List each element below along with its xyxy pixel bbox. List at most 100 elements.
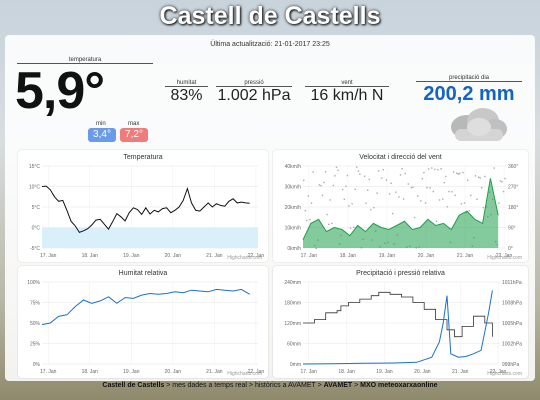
x-tick-label: 20. Jan <box>418 253 435 259</box>
credits[interactable]: Highcharts.com <box>227 255 262 261</box>
direction-point <box>424 202 427 204</box>
credits[interactable]: Highcharts.com <box>487 371 522 377</box>
direction-point <box>463 202 466 204</box>
y-right-tick-label: 1011hPa <box>502 280 522 286</box>
direction-point <box>395 191 397 193</box>
direction-point <box>426 186 428 189</box>
direction-point <box>381 177 383 179</box>
humidity-series <box>41 288 250 326</box>
y-right-tick-label: 270° <box>508 185 518 191</box>
direction-point <box>356 166 358 168</box>
y-right-tick-label: 180° <box>508 205 518 211</box>
direction-point <box>345 185 347 187</box>
min-label: min <box>96 121 106 127</box>
direction-point <box>456 172 458 175</box>
direction-point <box>321 194 324 197</box>
y-tick-label: 120mm <box>284 321 301 327</box>
direction-point <box>451 191 453 193</box>
y-tick-label: 0km/h <box>287 246 301 252</box>
direction-point <box>484 175 486 178</box>
direction-point <box>443 181 445 184</box>
precip-pressure-chart: Precipitació i pressió relativa 17. Jan 1… <box>273 266 528 378</box>
direction-point <box>493 167 495 169</box>
y-right-tick-label: 999hPa <box>502 362 519 368</box>
direction-point <box>410 186 413 189</box>
direction-point <box>429 187 431 189</box>
footer-link-station[interactable]: Castell de Castells <box>102 382 165 389</box>
direction-point <box>332 184 335 187</box>
direction-point <box>359 173 361 175</box>
temperature-plot: 17. Jan 18. Jan 19. Jan 20. Jan 21. Jan 22. J… <box>29 164 265 259</box>
credits[interactable]: Highcharts.com <box>227 371 262 377</box>
x-tick-label: 22. Jan <box>490 369 507 375</box>
x-tick-label: 17. Jan <box>40 253 57 259</box>
site-title: Castell de Castells <box>159 2 381 30</box>
x-tick-label: 18. Jan <box>340 253 357 259</box>
direction-point <box>402 198 405 200</box>
weather-panel: Última actualització: 21-01-2017 23:25 t… <box>5 35 535 381</box>
wind-label: vent <box>305 80 389 87</box>
x-tick-label: 20. Jan <box>165 253 182 259</box>
precipitation-label: precipitació dia <box>416 75 522 82</box>
direction-point <box>331 222 333 225</box>
direction-point <box>413 216 416 219</box>
direction-point <box>367 189 369 191</box>
y-tick-label: 100% <box>27 280 40 286</box>
y-tick-label: 60mm <box>287 342 301 348</box>
direction-point <box>318 184 321 186</box>
humidity-plot: 17. Jan 18. Jan 19. Jan 20. Jan 21. Jan 22. J… <box>27 280 264 375</box>
direction-point <box>446 206 449 208</box>
direction-point <box>342 188 344 191</box>
direction-point <box>434 168 436 171</box>
wind-speed-area <box>303 178 499 248</box>
x-tick-label: 19. Jan <box>123 253 140 259</box>
direction-point <box>452 171 455 173</box>
footer-link-avamet[interactable]: AVAMET <box>323 382 353 389</box>
temperature-chart: Temperatura 17. Jan 18. Jan 19. Jan 20. Jan… <box>18 150 268 262</box>
y-tick-label: 10km/h <box>285 226 302 232</box>
x-tick-label: 21. Jan <box>457 253 474 259</box>
direction-point <box>476 198 478 200</box>
y-tick-label: 20km/h <box>285 205 302 211</box>
freezing-band <box>42 227 258 248</box>
direction-point <box>477 176 480 178</box>
y-right-tick-label: 90° <box>508 226 516 232</box>
precipitation-series <box>302 290 493 365</box>
wind-plot: 17. Jan 18. Jan 19. Jan 20. Jan 21. Jan 22. J… <box>285 164 519 259</box>
x-tick-label: 20. Jan <box>165 369 182 375</box>
y-right-tick-label: 0° <box>508 246 513 252</box>
direction-point <box>329 199 331 201</box>
x-tick-label: 18. Jan <box>338 369 355 375</box>
footer-link-mxo[interactable]: MXO meteoxarxaonline <box>360 382 438 389</box>
y-tick-label: 15°C <box>29 164 41 170</box>
x-tick-label: 18. Jan <box>82 253 99 259</box>
credits[interactable]: Highcharts.com <box>487 255 522 261</box>
direction-point <box>423 171 425 174</box>
last-update: Última actualització: 21-01-2017 23:25 <box>210 41 330 48</box>
y-tick-label: 180mm <box>284 301 301 307</box>
wind-value: 16 km/h N <box>310 87 384 104</box>
y-tick-label: 75% <box>30 301 41 307</box>
direction-point <box>337 169 339 172</box>
direction-point <box>466 179 469 182</box>
y-tick-label: 10°C <box>29 185 41 191</box>
footer-text: > <box>352 382 361 389</box>
direction-point <box>470 194 472 197</box>
chart-title: Precipitació i pressió relativa <box>356 270 445 277</box>
direction-point <box>382 168 385 171</box>
direction-point <box>468 209 470 212</box>
direction-point <box>427 168 430 170</box>
direction-point <box>385 179 388 181</box>
direction-point <box>445 175 447 178</box>
direction-point <box>373 207 375 209</box>
x-tick-label: 19. Jan <box>123 369 140 375</box>
min-temp-badge: 3,4° <box>88 128 116 142</box>
max-label: max <box>128 121 140 127</box>
direction-point <box>309 218 311 221</box>
direction-point <box>420 200 422 202</box>
direction-point <box>312 171 314 173</box>
direction-point <box>388 193 391 195</box>
direction-point <box>504 177 506 180</box>
current-temperature: 5,9° <box>15 62 105 120</box>
direction-point <box>448 190 450 193</box>
